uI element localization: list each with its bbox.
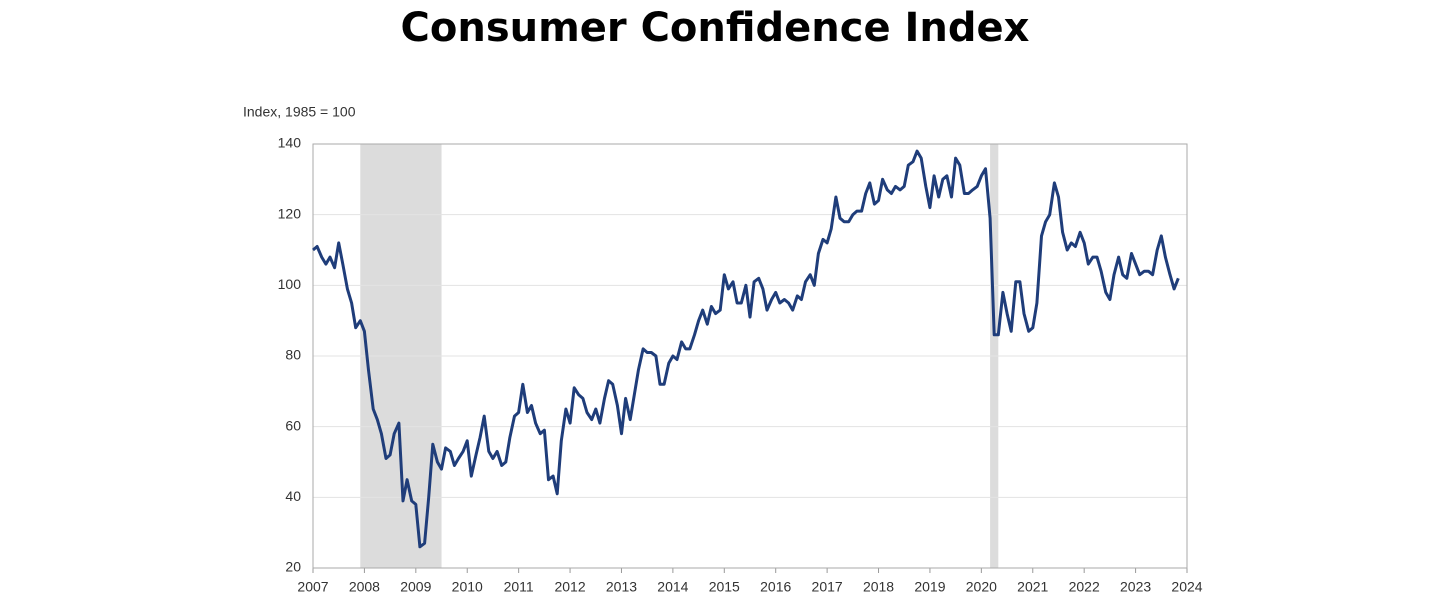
x-tick-label: 2017 — [812, 579, 843, 595]
y-tick-label: 120 — [278, 205, 302, 221]
chart-title: Consumer Confidence Index — [401, 5, 1030, 51]
y-tick-label: 100 — [278, 276, 302, 292]
x-tick-label: 2023 — [1120, 579, 1151, 595]
y-tick-label: 140 — [278, 135, 302, 151]
data-line — [312, 149, 1180, 549]
x-tick-label: 2010 — [452, 579, 483, 595]
y-tick-label: 80 — [285, 347, 301, 363]
x-tick-label: 2021 — [1017, 579, 1048, 595]
plot-frame — [312, 143, 1188, 569]
x-tick-label: 2009 — [400, 579, 431, 595]
x-tick-label: 2019 — [914, 579, 945, 595]
x-tick-label: 2024 — [1171, 579, 1202, 595]
x-tick-label: 2007 — [297, 579, 328, 595]
x-tick-label: 2016 — [760, 579, 791, 595]
y-tick-label: 20 — [285, 559, 301, 575]
y-axis-label: Index, 1985 = 100 — [243, 104, 356, 120]
x-tick-label: 2008 — [349, 579, 380, 595]
x-tick-label: 2011 — [504, 579, 534, 595]
x-tick-label: 2015 — [709, 579, 740, 595]
y-tick-label: 40 — [285, 488, 301, 504]
x-tick-label: 2014 — [657, 579, 688, 595]
x-tick-label: 2013 — [606, 579, 637, 595]
x-tick-label: 2022 — [1069, 579, 1100, 595]
x-tick-label: 2020 — [966, 579, 997, 595]
x-tick-label: 2018 — [863, 579, 894, 595]
x-tick-label: 2012 — [554, 579, 585, 595]
y-tick-label: 60 — [285, 417, 301, 433]
